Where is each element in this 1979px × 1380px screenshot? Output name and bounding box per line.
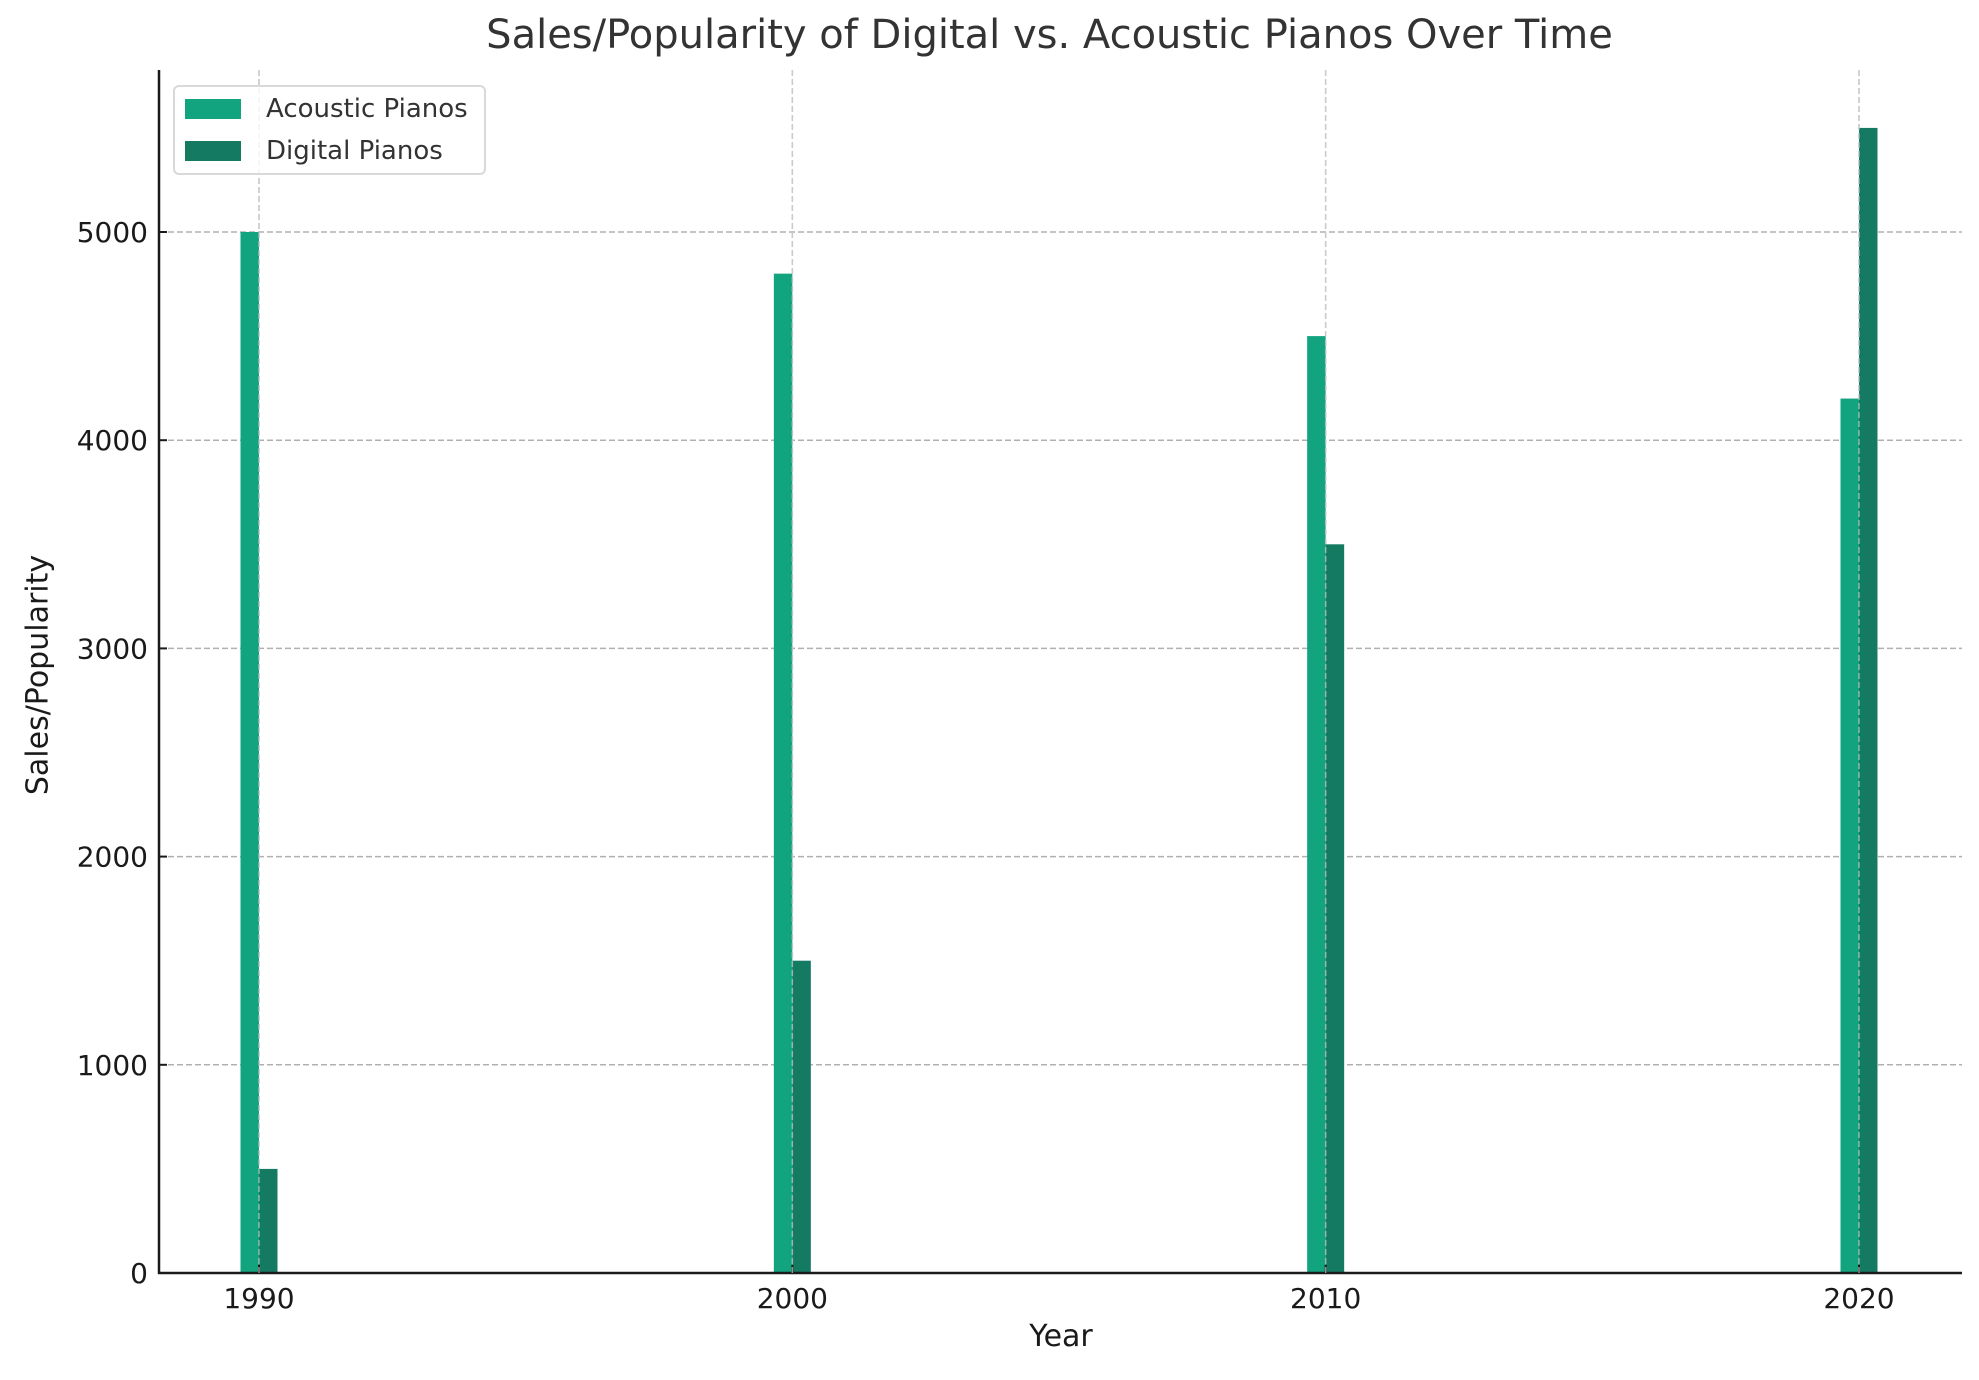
x-axis-label: Year bbox=[1029, 1319, 1093, 1354]
tick-labels: 0 1000 2000 3000 4000 5000 1990 2000 2010 2020 bbox=[77, 216, 1895, 1315]
legend-swatch-acoustic bbox=[185, 99, 241, 119]
y-tick-label: 2000 bbox=[77, 841, 148, 874]
y-tick-label: 3000 bbox=[77, 632, 148, 665]
axes bbox=[157, 70, 1962, 1275]
y-tick-label: 1000 bbox=[77, 1049, 148, 1082]
bar-digital-1990 bbox=[259, 1168, 278, 1273]
x-tick-label: 2000 bbox=[757, 1282, 828, 1315]
legend-item-digital: Digital Pianos bbox=[185, 136, 443, 166]
bar-acoustic-1990 bbox=[240, 232, 259, 1273]
legend-label-acoustic: Acoustic Pianos bbox=[266, 94, 468, 124]
legend-item-acoustic: Acoustic Pianos bbox=[185, 94, 468, 124]
bar-acoustic-2020 bbox=[1840, 398, 1859, 1273]
y-tick-label: 5000 bbox=[77, 216, 148, 249]
chart-title: Sales/Popularity of Digital vs. Acoustic… bbox=[486, 12, 1613, 58]
bars bbox=[240, 127, 1878, 1274]
bar-digital-2000 bbox=[792, 960, 811, 1273]
bar-digital-2020 bbox=[1859, 127, 1878, 1273]
legend: Acoustic Pianos Digital Pianos bbox=[173, 85, 486, 175]
y-tick-label: 0 bbox=[130, 1257, 148, 1290]
x-tick-label: 2010 bbox=[1290, 1282, 1361, 1315]
bar-acoustic-2010 bbox=[1307, 336, 1326, 1274]
legend-label-digital: Digital Pianos bbox=[266, 136, 443, 166]
bar-digital-2010 bbox=[1325, 544, 1345, 1273]
gridlines bbox=[159, 70, 1962, 1273]
x-tick-label: 2020 bbox=[1823, 1282, 1894, 1315]
y-tick-label: 4000 bbox=[77, 424, 148, 457]
y-axis-label: Sales/Popularity bbox=[20, 554, 56, 796]
x-tick-label: 1990 bbox=[223, 1282, 294, 1315]
bar-acoustic-2000 bbox=[773, 273, 793, 1273]
legend-swatch-digital bbox=[185, 141, 241, 161]
